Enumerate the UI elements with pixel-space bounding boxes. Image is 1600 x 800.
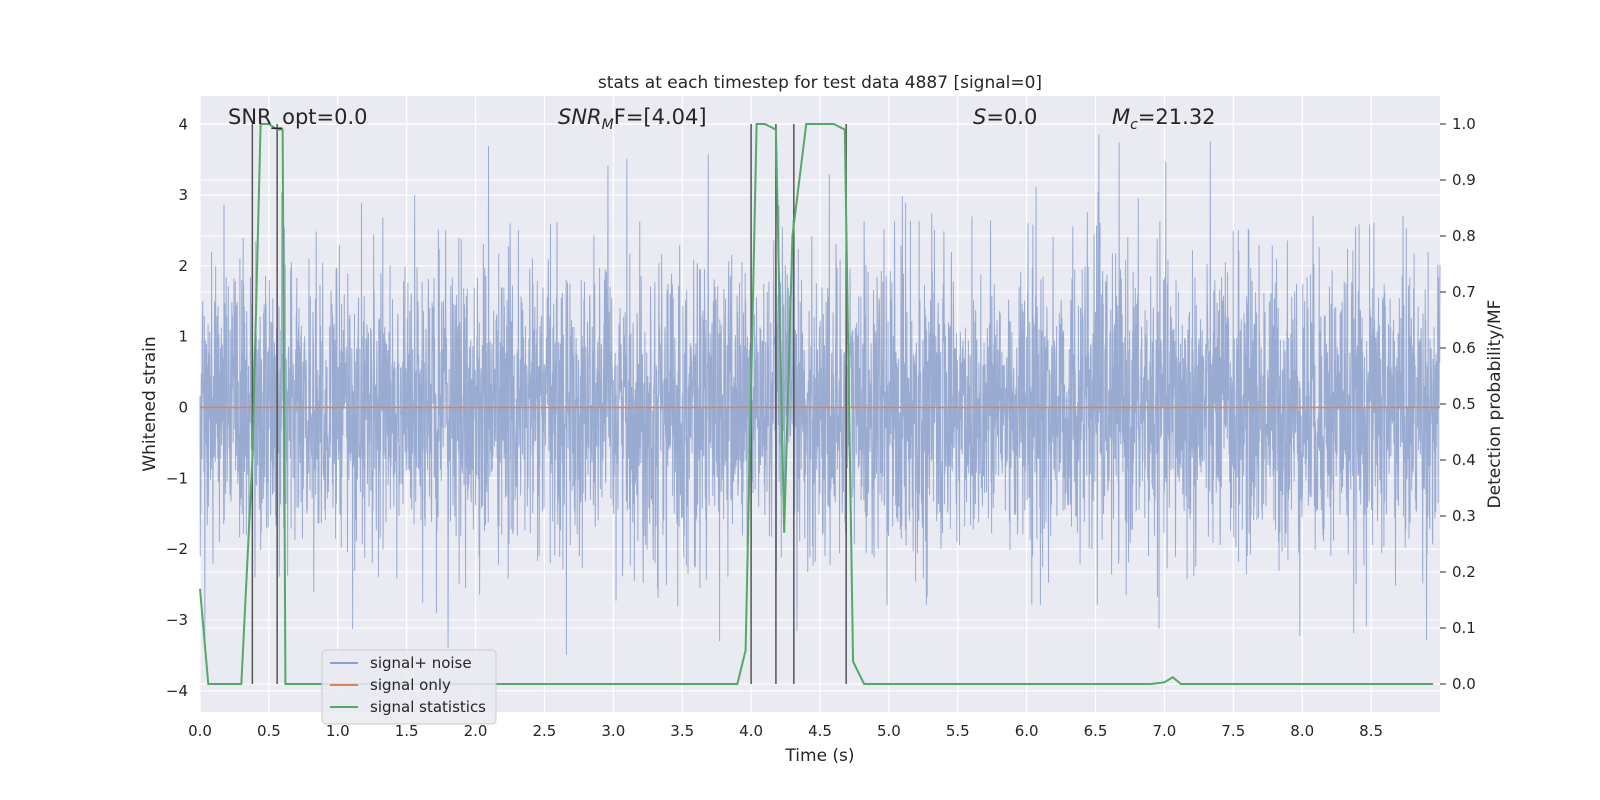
- y2-axis-label: Detection probability/MF: [1485, 300, 1505, 509]
- x-tick-label: 3.5: [670, 722, 694, 740]
- y-tick-label: 1: [178, 328, 188, 346]
- annotation-snr-mf: SNRMF=[4.04]: [558, 105, 707, 133]
- x-tick-label: 6.5: [1084, 722, 1108, 740]
- y2-tick-labels: 1.0 0.9 0.8 0.7 0.6 0.5 0.4 0.3 0.2 0.1 0.0: [1440, 115, 1476, 693]
- x-tick-label: 6.0: [1015, 722, 1039, 740]
- annotation-mc-value: =21.32: [1138, 105, 1216, 129]
- x-tick-label: 7.0: [1153, 722, 1177, 740]
- x-tick-label: 2.5: [533, 722, 557, 740]
- y-tick-label: −4: [166, 682, 188, 700]
- annotation-mc-symbol: M: [1112, 105, 1130, 129]
- y2-tick-label: 0.4: [1452, 451, 1476, 469]
- y2-tick-label: 0.9: [1452, 171, 1476, 189]
- annotation-snr-mf-symbol: SNR: [558, 105, 602, 129]
- y-tick-labels: 4 3 2 1 0 −1 −2 −3 −4: [166, 115, 188, 699]
- x-tick-label: 8.0: [1290, 722, 1314, 740]
- y-axis-label: Whitened strain: [140, 336, 160, 471]
- y-tick-label: 4: [178, 115, 188, 133]
- y-tick-label: −2: [166, 540, 188, 558]
- x-tick-label: 4.0: [739, 722, 763, 740]
- y2-tick-label: 0.3: [1452, 507, 1476, 525]
- x-tick-label: 1.5: [395, 722, 419, 740]
- y-tick-label: −1: [166, 469, 188, 487]
- y2-tick-label: 0.8: [1452, 227, 1476, 245]
- chart-title: stats at each timestep for test data 488…: [598, 73, 1042, 93]
- legend-label-signal-statistics: signal statistics: [370, 698, 486, 716]
- y2-tick-label: 0.6: [1452, 339, 1476, 357]
- legend-box: [321, 649, 497, 725]
- y2-tick-label: 0.5: [1452, 395, 1476, 413]
- series-signal-statistics: [199, 123, 1434, 685]
- legend: signal+ noise signal only signal statist…: [321, 649, 497, 725]
- annotation-snr-mf-subscript: M: [602, 117, 614, 133]
- y2-tick-label: 1.0: [1452, 115, 1476, 133]
- y2-tick-label: 0.1: [1452, 619, 1476, 637]
- x-tick-label: 0.5: [257, 722, 281, 740]
- y2-tick-label: 0.7: [1452, 283, 1476, 301]
- x-tick-label: 4.5: [808, 722, 832, 740]
- x-tick-label: 2.0: [464, 722, 488, 740]
- annotation-snr-mf-value: F=[4.04]: [614, 105, 707, 129]
- x-tick-label: 1.0: [326, 722, 350, 740]
- y-tick-label: 0: [178, 399, 188, 417]
- x-tick-label: 8.5: [1359, 722, 1383, 740]
- x-axis-label: Time (s): [784, 746, 854, 766]
- x-tick-label: 0.0: [188, 722, 212, 740]
- annotation-s-value: =0.0: [986, 105, 1037, 129]
- x-tick-label: 5.5: [946, 722, 970, 740]
- y2-tick-label: 0.2: [1452, 563, 1476, 581]
- annotation-mc: Mc=21.32: [1112, 105, 1216, 133]
- annotation-s-symbol: S: [973, 105, 986, 129]
- y-tick-label: −3: [166, 611, 188, 629]
- y-tick-label: 3: [178, 186, 188, 204]
- x-tick-label: 7.5: [1221, 722, 1245, 740]
- annotation-mc-subscript: c: [1130, 117, 1138, 133]
- x-tick-label: 5.0: [877, 722, 901, 740]
- x-tick-label: 3.0: [601, 722, 625, 740]
- y2-tick-label: 0.0: [1452, 675, 1476, 693]
- annotation-snr-opt: SNR_opt=0.0: [228, 105, 368, 130]
- legend-label-signal-plus-noise: signal+ noise: [370, 654, 472, 672]
- legend-label-signal-only: signal only: [370, 676, 451, 694]
- y-tick-label: 2: [178, 257, 188, 275]
- signal-statistics-line: [199, 123, 1434, 685]
- x-tick-labels: 0.0 0.5 1.0 1.5 2.0 2.5 3.0 3.5 4.0 4.5 5.0 5.5 6.0 6…: [188, 722, 1383, 740]
- annotation-s: S=0.0: [973, 105, 1037, 129]
